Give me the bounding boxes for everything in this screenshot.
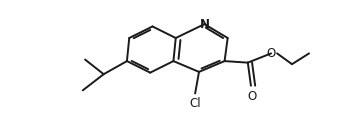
Text: N: N xyxy=(200,18,209,31)
Text: O: O xyxy=(266,47,276,60)
Text: Cl: Cl xyxy=(189,97,201,109)
Text: O: O xyxy=(247,90,256,103)
